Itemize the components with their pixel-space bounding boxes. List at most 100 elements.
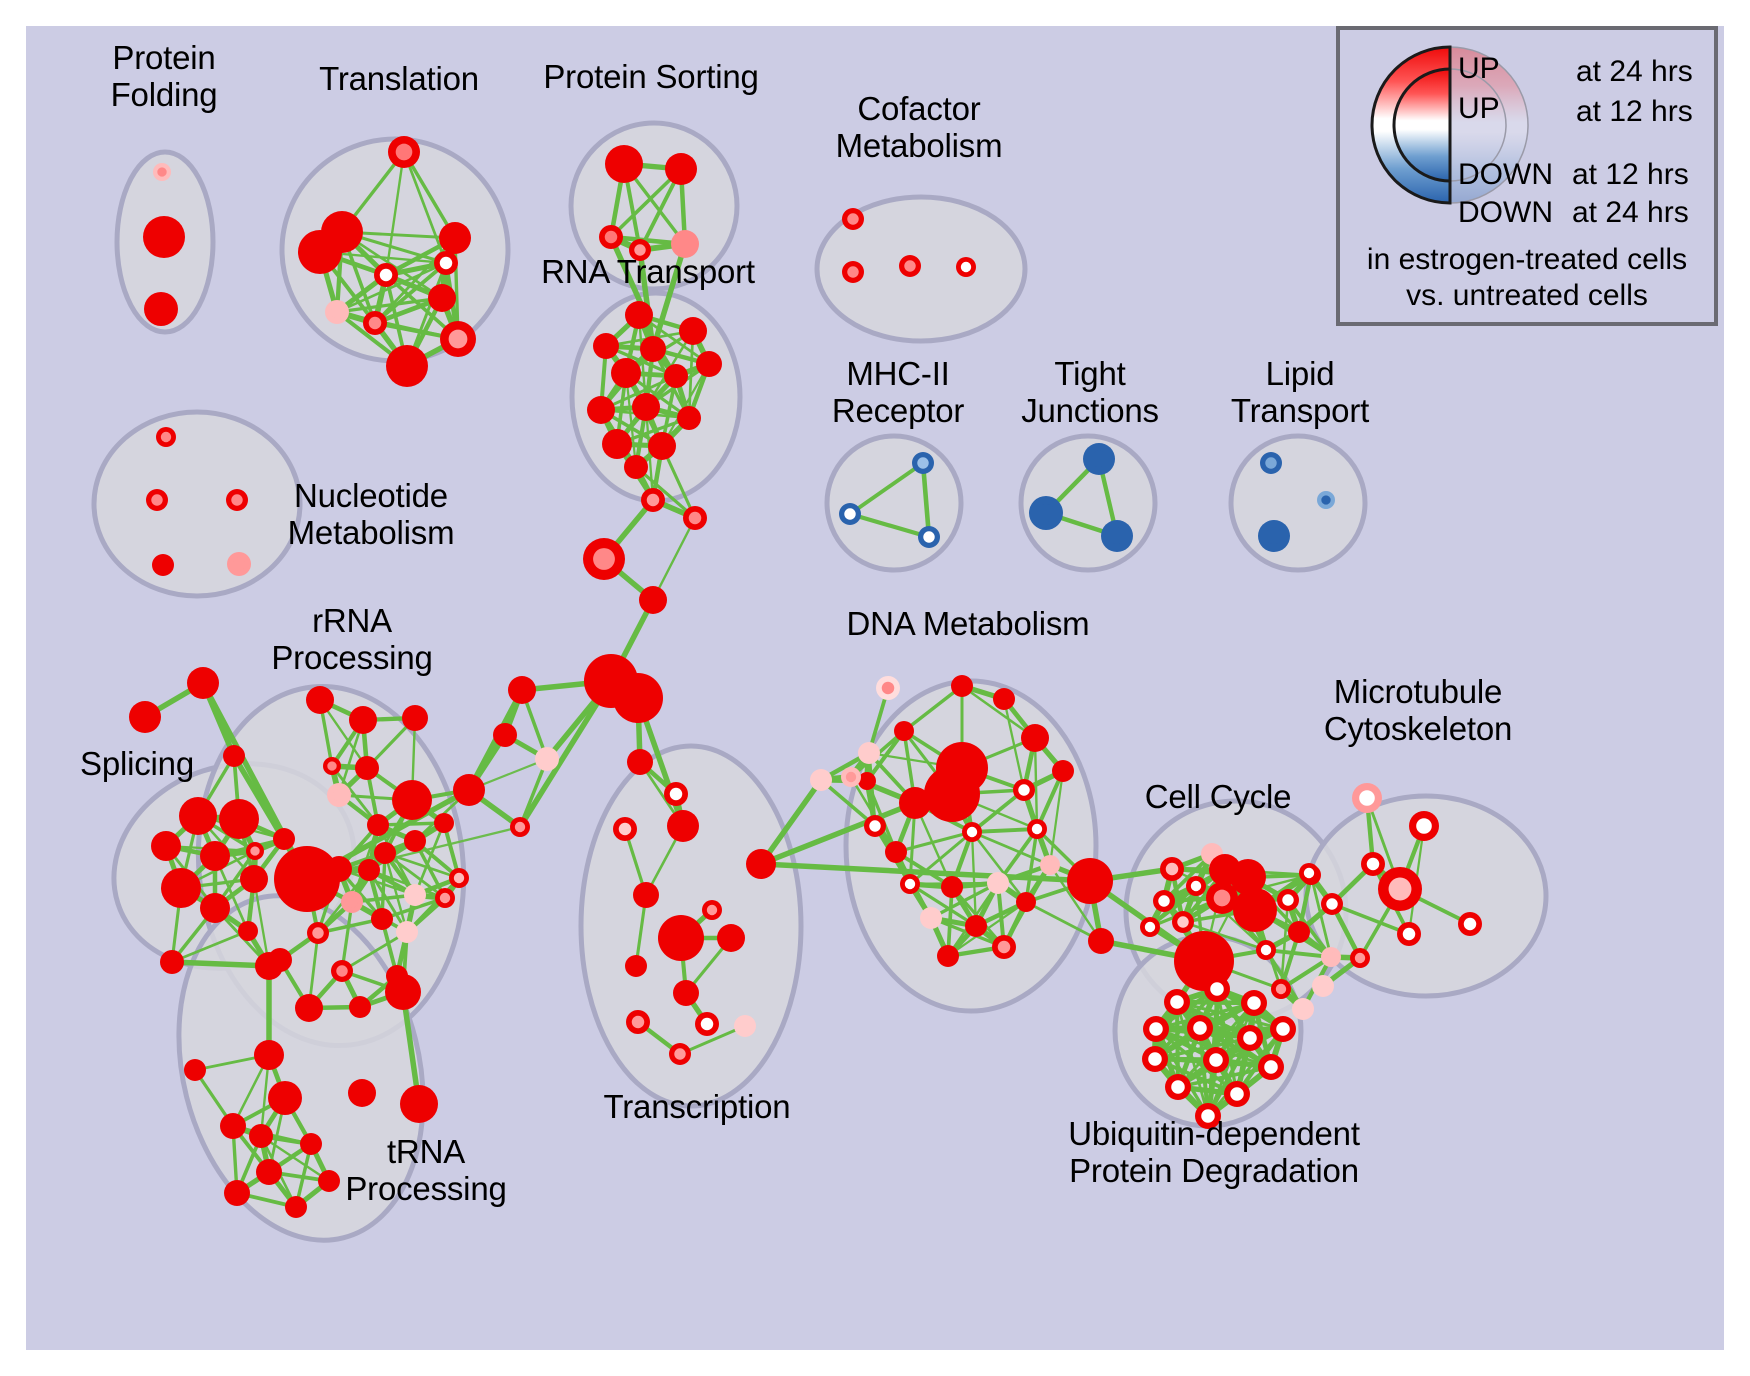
network-node[interactable] xyxy=(613,817,637,841)
network-node[interactable] xyxy=(1224,1081,1250,1107)
network-node[interactable] xyxy=(1195,1103,1221,1129)
network-node[interactable] xyxy=(841,767,861,787)
network-node[interactable] xyxy=(624,455,648,479)
network-node[interactable] xyxy=(602,429,632,459)
network-node[interactable] xyxy=(1083,443,1115,475)
network-node[interactable] xyxy=(669,1043,691,1065)
network-node[interactable] xyxy=(402,705,428,731)
network-node[interactable] xyxy=(673,980,699,1006)
network-node[interactable] xyxy=(200,841,230,871)
network-node[interactable] xyxy=(249,1124,273,1148)
network-node[interactable] xyxy=(1153,890,1175,912)
network-node[interactable] xyxy=(434,813,454,833)
network-node[interactable] xyxy=(156,427,176,447)
network-node[interactable] xyxy=(667,810,699,842)
network-node[interactable] xyxy=(717,924,745,952)
network-node[interactable] xyxy=(671,230,699,258)
network-node[interactable] xyxy=(1174,931,1234,991)
network-node[interactable] xyxy=(1241,990,1267,1016)
network-node[interactable] xyxy=(1397,922,1421,946)
network-node[interactable] xyxy=(992,935,1016,959)
network-node[interactable] xyxy=(956,257,976,277)
network-node[interactable] xyxy=(993,688,1015,710)
network-node[interactable] xyxy=(632,393,660,421)
network-node[interactable] xyxy=(900,874,920,894)
network-node[interactable] xyxy=(143,216,185,258)
network-node[interactable] xyxy=(641,488,665,512)
network-node[interactable] xyxy=(392,780,432,820)
network-node[interactable] xyxy=(224,1180,250,1206)
network-node[interactable] xyxy=(1256,940,1276,960)
network-node[interactable] xyxy=(1409,811,1439,841)
network-node[interactable] xyxy=(1258,1054,1284,1080)
network-node[interactable] xyxy=(318,1170,340,1192)
network-node[interactable] xyxy=(1040,855,1060,875)
network-node[interactable] xyxy=(611,358,641,388)
network-node[interactable] xyxy=(1029,496,1063,530)
network-node[interactable] xyxy=(1101,520,1133,552)
network-node[interactable] xyxy=(876,676,900,700)
network-node[interactable] xyxy=(268,1081,302,1115)
network-node[interactable] xyxy=(593,333,619,359)
network-node[interactable] xyxy=(1378,867,1422,911)
network-node[interactable] xyxy=(1016,892,1036,912)
network-node[interactable] xyxy=(331,960,353,982)
network-node[interactable] xyxy=(1013,779,1035,801)
network-node[interactable] xyxy=(367,814,389,836)
network-node[interactable] xyxy=(937,945,959,967)
network-node[interactable] xyxy=(300,1133,322,1155)
network-node[interactable] xyxy=(1027,819,1047,839)
network-node[interactable] xyxy=(1204,976,1230,1002)
network-node[interactable] xyxy=(219,799,259,839)
network-node[interactable] xyxy=(1164,989,1190,1015)
network-node[interactable] xyxy=(298,230,342,274)
network-node[interactable] xyxy=(200,893,230,923)
network-node[interactable] xyxy=(987,872,1009,894)
network-node[interactable] xyxy=(1187,1015,1213,1041)
network-node[interactable] xyxy=(965,915,987,937)
network-node[interactable] xyxy=(161,868,201,908)
network-node[interactable] xyxy=(639,586,667,614)
network-node[interactable] xyxy=(1021,724,1049,752)
network-node[interactable] xyxy=(374,263,398,287)
network-node[interactable] xyxy=(894,721,914,741)
network-node[interactable] xyxy=(223,745,245,767)
network-node[interactable] xyxy=(363,311,387,335)
network-node[interactable] xyxy=(396,921,418,943)
network-node[interactable] xyxy=(587,396,615,424)
network-node[interactable] xyxy=(274,846,340,912)
network-node[interactable] xyxy=(327,783,351,807)
network-node[interactable] xyxy=(1237,1025,1263,1051)
network-node[interactable] xyxy=(664,364,688,388)
network-node[interactable] xyxy=(658,915,704,961)
network-node[interactable] xyxy=(151,831,181,861)
network-node[interactable] xyxy=(1172,911,1194,933)
network-node[interactable] xyxy=(664,782,688,806)
network-node[interactable] xyxy=(428,284,456,312)
network-node[interactable] xyxy=(153,163,171,181)
network-node[interactable] xyxy=(1206,882,1238,914)
network-node[interactable] xyxy=(810,769,832,791)
network-node[interactable] xyxy=(626,1010,650,1034)
network-node[interactable] xyxy=(449,868,469,888)
network-node[interactable] xyxy=(385,974,421,1010)
network-node[interactable] xyxy=(702,900,722,920)
network-node[interactable] xyxy=(341,891,363,913)
network-node[interactable] xyxy=(256,1159,282,1185)
network-node[interactable] xyxy=(629,239,651,261)
network-node[interactable] xyxy=(962,822,982,842)
network-node[interactable] xyxy=(951,675,973,697)
network-node[interactable] xyxy=(941,876,963,898)
network-node[interactable] xyxy=(899,255,921,277)
network-node[interactable] xyxy=(1321,893,1343,915)
network-node[interactable] xyxy=(1317,491,1335,509)
network-node[interactable] xyxy=(348,1079,376,1107)
network-node[interactable] xyxy=(839,503,861,525)
network-node[interactable] xyxy=(640,336,666,362)
network-node[interactable] xyxy=(858,742,880,764)
network-node[interactable] xyxy=(404,830,426,852)
network-node[interactable] xyxy=(295,994,323,1022)
network-node[interactable] xyxy=(184,1059,206,1081)
network-node[interactable] xyxy=(273,828,295,850)
network-node[interactable] xyxy=(1258,520,1290,552)
